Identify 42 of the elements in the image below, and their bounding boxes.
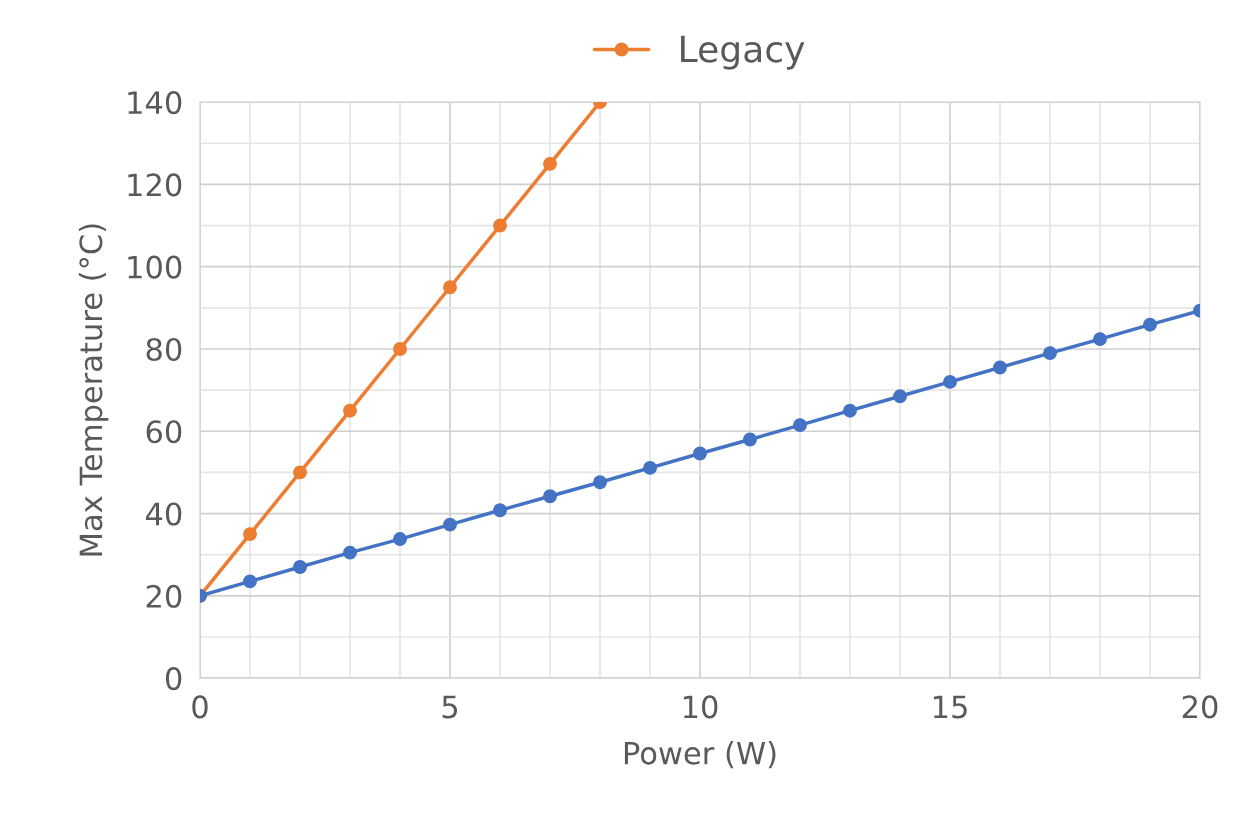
y-tick-label: 20 [146,584,182,608]
point [493,218,507,233]
y-tick-label: 40 [145,502,182,526]
point [993,360,1007,375]
point [693,446,707,461]
point [343,403,357,418]
point [743,432,757,447]
point [1143,317,1157,332]
point [593,475,607,490]
x-tick-label: 20 [1182,695,1218,719]
point [643,460,657,475]
point [943,374,957,389]
x-tick-label: 15 [933,695,967,719]
x-axis-title: Power (W) [624,741,776,769]
x-tick-label: 5 [442,695,458,719]
point [843,403,857,418]
y-tick-label: 120 [128,173,182,197]
y-tick-label: 100 [128,255,182,279]
point [443,517,457,532]
point [493,503,507,518]
y-tick-label: 80 [146,337,182,362]
point [243,527,257,542]
x-tick-label: 10 [683,695,718,719]
point [543,489,557,504]
y-tick-label: 60 [146,420,182,444]
point [293,560,307,574]
y-axis-title: Max Temperature (°C) [78,224,109,556]
point [243,574,257,589]
point [343,545,357,560]
legend-label: Legacy [681,35,805,70]
point [893,389,907,404]
point [1043,346,1057,361]
point [393,342,407,356]
point [293,465,307,480]
y-tick-label: 0 [165,667,182,691]
x-tick-label: 0 [192,695,208,719]
point [393,532,407,546]
y-tick-label: 140 [128,91,182,115]
point [443,280,457,295]
point [793,418,807,433]
point [543,156,557,171]
point [1093,332,1107,347]
